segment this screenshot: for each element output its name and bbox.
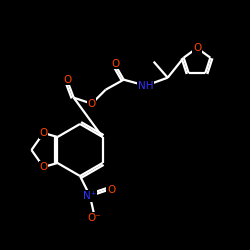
Text: N⁺: N⁺ bbox=[84, 191, 96, 201]
Text: O: O bbox=[107, 185, 115, 195]
Text: NH: NH bbox=[138, 81, 154, 91]
Text: O: O bbox=[39, 128, 48, 138]
Text: O: O bbox=[39, 162, 48, 172]
Text: O: O bbox=[88, 99, 96, 109]
Text: O: O bbox=[193, 43, 201, 53]
Text: O⁻: O⁻ bbox=[87, 213, 101, 223]
Text: O: O bbox=[64, 75, 72, 85]
Text: O: O bbox=[112, 59, 120, 69]
Text: N: N bbox=[86, 191, 94, 201]
